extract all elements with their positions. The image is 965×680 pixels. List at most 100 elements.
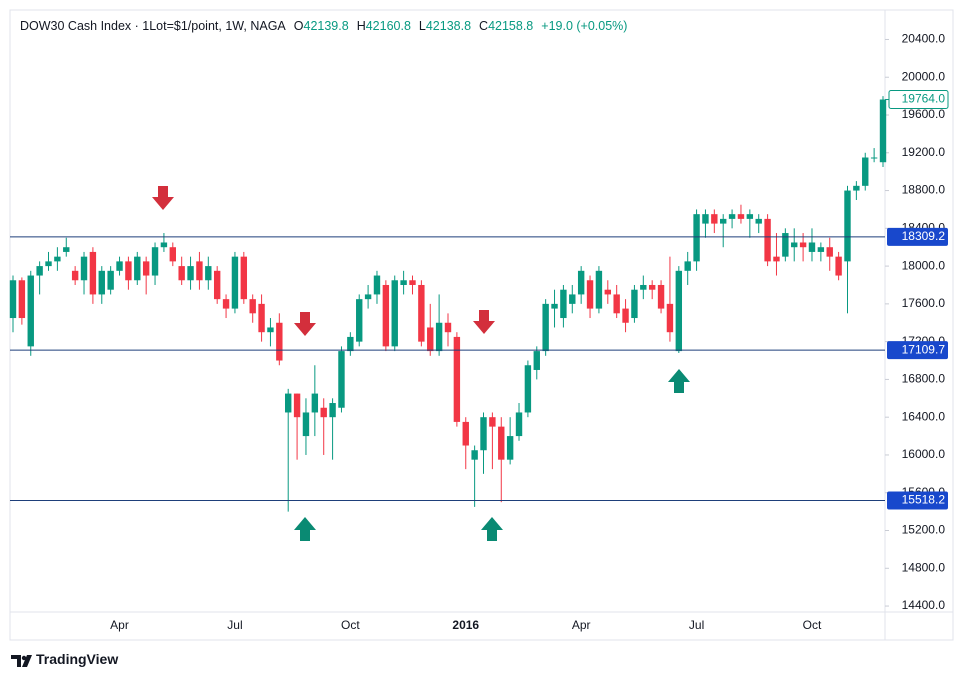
y-tick-label: 14400.0: [902, 598, 946, 612]
candle-body: [817, 247, 825, 252]
candle-body: [125, 261, 132, 281]
candle-body: [622, 308, 629, 323]
candle-body: [54, 256, 61, 262]
candle-body: [782, 233, 789, 257]
candle-body: [276, 322, 283, 361]
logo-mark: [11, 655, 21, 667]
candle-body: [45, 261, 52, 267]
candle-body: [799, 242, 807, 248]
ohlc-value: 42158.8: [488, 19, 534, 33]
candle-body: [409, 280, 416, 285]
candle-body: [737, 214, 745, 219]
level-label-bg: [887, 341, 948, 360]
candle-body: [71, 270, 79, 281]
logo-mark: [22, 655, 32, 667]
candle-body: [453, 336, 461, 422]
y-tick-label: 18800.0: [902, 183, 946, 197]
y-tick-label: 18000.0: [902, 258, 946, 272]
candle-body: [853, 185, 860, 191]
candle-body: [382, 284, 390, 347]
candle-body: [711, 214, 718, 224]
last-price-label: 19764.0: [902, 92, 946, 106]
candle-body: [107, 270, 114, 290]
chart-frame: [9, 9, 954, 641]
y-tick-label: 20000.0: [902, 69, 946, 83]
candle-body: [569, 294, 576, 304]
candle-body: [728, 214, 736, 219]
x-tick-label: Jul: [689, 618, 704, 632]
candle-body: [870, 157, 878, 159]
candle-body: [755, 218, 762, 224]
y-tick-label: 20400.0: [902, 32, 946, 46]
candle-body: [551, 303, 558, 309]
candle-body: [356, 299, 363, 342]
candle-body: [684, 261, 691, 271]
candle-body: [258, 303, 265, 333]
x-tick-label: Jul: [227, 618, 242, 632]
candle-body: [595, 270, 603, 309]
candle-body: [808, 242, 816, 252]
candle-body: [640, 284, 647, 290]
y-tick-label: 16400.0: [902, 409, 946, 423]
candle-body: [240, 256, 248, 300]
candle-body: [98, 270, 105, 295]
ohlc-value: 42139.8: [303, 19, 349, 33]
logo-mark: [21, 655, 27, 661]
candle-body: [160, 242, 168, 248]
candle-body: [835, 256, 842, 276]
y-tick-label: 17600.0: [902, 296, 946, 310]
candle-body: [533, 351, 540, 370]
ohlc-key: L: [418, 19, 426, 33]
candle-body: [506, 436, 514, 460]
logo: [11, 655, 32, 667]
candle-body: [666, 303, 674, 333]
candle-body: [879, 99, 887, 163]
candle-body: [844, 190, 851, 262]
candle-body: [187, 266, 194, 281]
candle-body: [18, 280, 26, 319]
candle-body: [89, 251, 97, 295]
branding: TradingView: [36, 651, 119, 667]
level-label: 15518.2: [902, 493, 946, 507]
candle-body: [435, 322, 443, 352]
candle-body: [205, 266, 212, 281]
candle-body: [231, 256, 239, 309]
last-price-bg: [888, 90, 949, 110]
y-tick-label: 19600.0: [902, 107, 946, 121]
candle-body: [400, 280, 407, 285]
candle-body: [27, 275, 34, 347]
candle-body: [542, 303, 549, 352]
candle-body: [586, 280, 594, 309]
candle-body: [577, 270, 585, 295]
y-tick-label: 15200.0: [902, 523, 946, 537]
symbol-title: DOW30 Cash Index · 1Lot=$1/point, 1W, NA…: [20, 19, 286, 33]
ohlc-value: 42160.8: [365, 19, 411, 33]
candle-body: [293, 393, 301, 418]
candle-body: [213, 270, 221, 300]
candle-body: [311, 393, 319, 413]
y-tick-label: 14800.0: [902, 560, 946, 574]
change: +19.0 (+0.05%): [541, 19, 628, 33]
candle-body: [9, 280, 17, 319]
candle-body: [675, 270, 683, 352]
candle-body: [648, 284, 656, 290]
up-arrow: [294, 517, 316, 541]
candle-body: [196, 261, 203, 281]
level-label-bg: [887, 491, 948, 510]
down-arrow: [473, 310, 495, 334]
candle-body: [746, 214, 754, 219]
annotation-arrows: [152, 186, 690, 541]
candle-body: [302, 412, 310, 437]
candle-body: [63, 247, 70, 252]
candle-body: [80, 256, 88, 281]
candle-body: [791, 242, 798, 248]
y-tick-label: 16800.0: [902, 372, 946, 386]
candle-body: [524, 365, 532, 413]
candle-body: [471, 450, 478, 460]
candle-body: [364, 294, 372, 300]
candle-body: [631, 289, 638, 319]
candle-body: [498, 426, 505, 460]
candle-body: [285, 393, 292, 413]
candle-body: [560, 289, 567, 319]
